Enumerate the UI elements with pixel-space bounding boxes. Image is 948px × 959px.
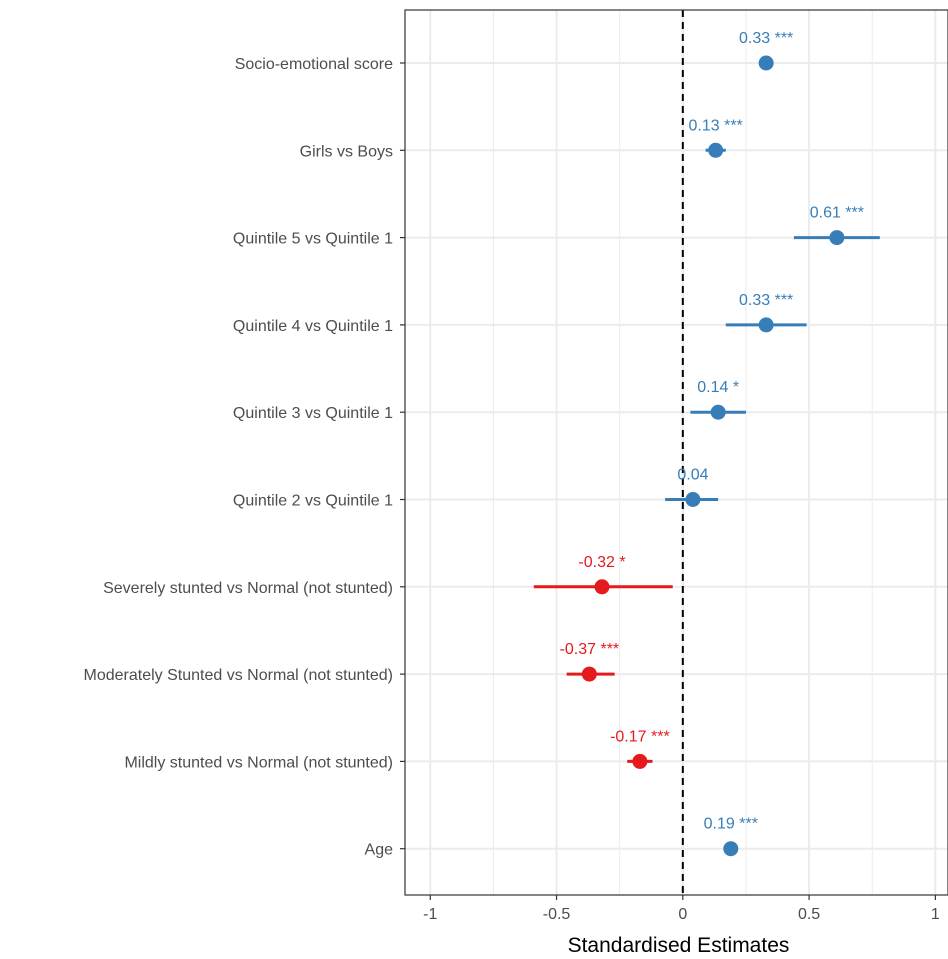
estimate-point [632,753,648,769]
estimate-point [581,666,597,682]
estimate-point [758,317,774,333]
y-tick-label: Mildly stunted vs Normal (not stunted) [124,754,393,771]
estimate-label: -0.17 *** [610,728,670,745]
estimate-label: 0.61 *** [810,205,864,222]
x-axis-title: Standardised Estimates [568,934,790,957]
x-tick-label: 1 [931,906,940,923]
estimate-label: 0.33 *** [739,30,793,47]
grid [405,10,948,895]
estimate-point [685,492,701,507]
estimate-label: 0.04 [677,467,708,484]
x-tick-label: 0.5 [798,906,820,923]
y-tick-label: Severely stunted vs Normal (not stunted) [103,580,393,597]
estimate-label: 0.19 *** [704,816,758,833]
estimate-point [708,142,724,158]
estimate-point [594,579,610,595]
y-axis: Socio-emotional score Girls vs Boys Quinti… [84,56,405,859]
x-tick-label: 0 [678,906,687,923]
estimate-label: 0.13 *** [689,117,743,134]
estimate-marks: 0.33 *** 0.13 *** 0.61 *** 0.33 *** 0.14 * 0.… [533,30,880,857]
y-tick-label: Quintile 5 vs Quintile 1 [233,231,393,248]
estimate-point [723,841,739,857]
y-tick-label: Age [365,842,394,859]
x-axis: -1 -0.5 0 0.5 1 [423,895,940,923]
panel-border [404,9,948,896]
y-tick-label: Quintile 3 vs Quintile 1 [233,405,393,422]
estimate-point [710,404,726,420]
estimate-label: 0.14 * [697,379,739,396]
y-tick-label: Girls vs Boys [300,143,393,160]
estimate-point [758,55,774,71]
estimate-point [829,230,845,246]
estimate-label: 0.33 *** [739,292,793,309]
y-tick-label: Quintile 2 vs Quintile 1 [233,493,393,510]
x-tick-label: -0.5 [543,906,571,923]
estimate-label: -0.37 *** [560,641,620,658]
y-tick-label: Quintile 4 vs Quintile 1 [233,318,393,335]
y-tick-label: Moderately Stunted vs Normal (not stunte… [84,667,393,684]
x-tick-label: -1 [423,906,437,923]
y-tick-label: Socio-emotional score [235,56,393,73]
estimate-label: -0.32 * [578,554,625,571]
